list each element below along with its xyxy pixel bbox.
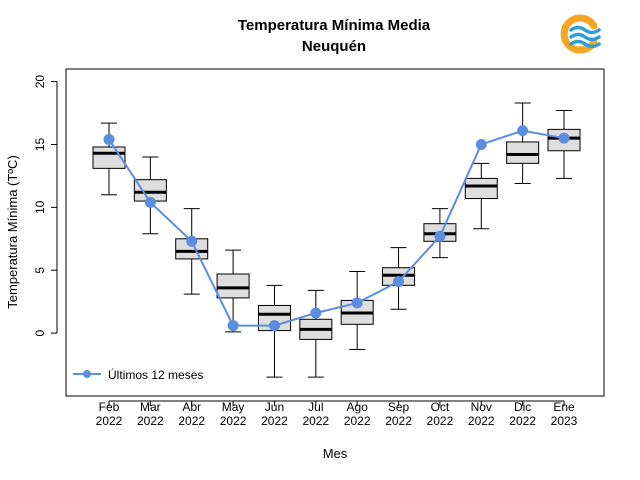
box-iqr (216, 273, 250, 299)
box-iqr (464, 177, 498, 200)
x-axis-label: Mes (323, 446, 348, 461)
box-plot (133, 156, 167, 235)
x-tick-label-year: 2022 (468, 414, 495, 428)
x-tick-label-month: Mar (140, 400, 161, 414)
x-tick-label-month: Feb (99, 400, 120, 414)
box-iqr (506, 141, 540, 164)
x-tick-label-year: 2022 (178, 414, 205, 428)
x-tick-label-year: 2022 (385, 414, 412, 428)
logo-wave-1 (569, 25, 601, 35)
series-layer (103, 125, 570, 332)
x-tick-label-month: Nov (471, 400, 492, 414)
logo-ring (560, 14, 598, 54)
series-line (108, 129, 565, 327)
x-tick-label-month: Ago (347, 400, 369, 414)
series-point (186, 235, 198, 247)
legend: Últimos 12 meses (73, 367, 203, 382)
chart-title: Temperatura Mínima Media (238, 17, 431, 34)
x-tick-label-month: Dic (514, 400, 531, 414)
series-point (434, 230, 446, 242)
x-tick-label-year: 2022 (96, 414, 123, 428)
legend-label: Últimos 12 meses (108, 367, 203, 382)
series-point (268, 320, 280, 332)
brand-logo (560, 14, 601, 54)
series-point (227, 320, 239, 332)
y-tick-label: 20 (33, 75, 47, 89)
x-tick-label-year: 2022 (261, 414, 288, 428)
chart-subtitle: Neuquén (302, 38, 366, 55)
box-plot (547, 110, 581, 179)
x-tick-label-year: 2022 (302, 414, 329, 428)
series-point (351, 297, 363, 309)
x-axis: Feb2022Mar2022Abr2022May2022Jun2022Jul20… (96, 400, 578, 428)
y-axis: 0 5 10 15 20 (33, 75, 58, 336)
series-point (558, 132, 570, 144)
series-point (393, 276, 405, 288)
x-tick-label-month: Ene (553, 400, 575, 414)
x-tick-label-month: May (222, 400, 245, 414)
x-tick-label-month: Oct (431, 400, 450, 414)
x-tick-label-month: Sep (388, 400, 410, 414)
y-axis-label: Temperatura Mínima (TºC) (5, 155, 20, 309)
x-tick-label-month: Jun (265, 400, 284, 414)
y-tick-label: 10 (33, 200, 47, 214)
y-tick-label: 15 (33, 137, 47, 151)
series-point (144, 196, 156, 208)
box-plot (299, 289, 333, 378)
x-tick-label-year: 2023 (551, 414, 578, 428)
x-tick-label-year: 2022 (344, 414, 371, 428)
box-plot (216, 249, 250, 333)
y-tick-label: 5 (33, 267, 47, 274)
x-tick-label-month: Jul (308, 400, 323, 414)
box-plot (257, 284, 291, 378)
y-tick-label: 0 (33, 329, 47, 336)
x-tick-label-year: 2022 (220, 414, 247, 428)
box-plot (92, 122, 126, 196)
series-point (475, 138, 487, 150)
series-point (310, 307, 322, 319)
x-tick-label-year: 2022 (427, 414, 454, 428)
plot-frame (65, 68, 605, 397)
box-plot (175, 208, 209, 295)
box-plots (92, 102, 581, 378)
legend-point-swatch (83, 370, 91, 378)
box-plot (506, 102, 540, 184)
logo-wave-2 (569, 32, 601, 42)
x-tick-label-year: 2022 (137, 414, 164, 428)
box-plot (464, 162, 498, 230)
logo-wave-3 (569, 39, 601, 49)
box-plot (340, 270, 374, 350)
series-point (517, 125, 529, 137)
x-tick-label-year: 2022 (509, 414, 536, 428)
series-point (103, 133, 115, 145)
x-tick-label-month: Abr (182, 400, 201, 414)
